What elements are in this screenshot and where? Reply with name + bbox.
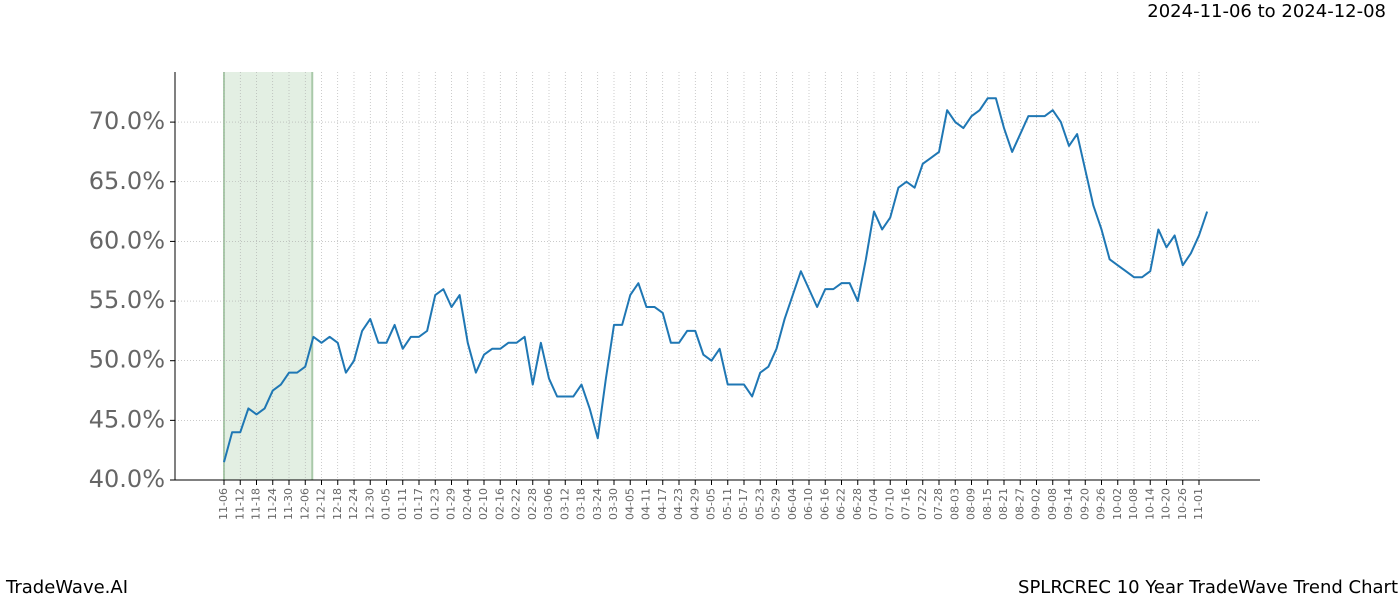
x-tick-label: 07-28 <box>932 488 945 520</box>
x-tick-label: 01-23 <box>428 488 441 520</box>
x-tick-label: 01-05 <box>380 488 393 520</box>
x-tick-label: 02-10 <box>477 488 490 520</box>
x-tick-label: 12-18 <box>331 488 344 520</box>
x-tick-label: 06-28 <box>851 488 864 520</box>
x-tick-label: 08-15 <box>981 488 994 520</box>
x-tick-label: 04-29 <box>688 488 701 520</box>
x-tick-label: 10-02 <box>1111 488 1124 520</box>
x-tick-label: 06-16 <box>818 488 831 520</box>
x-tick-label: 09-20 <box>1078 488 1091 520</box>
x-tick-label: 04-05 <box>623 488 636 520</box>
x-tick-label: 02-04 <box>461 488 474 520</box>
y-tick-label: 60.0% <box>89 226 165 254</box>
x-tick-label: 11-30 <box>282 488 295 520</box>
x-tick-label: 06-22 <box>835 488 848 520</box>
x-tick-label: 10-20 <box>1160 488 1173 520</box>
x-tick-label: 03-24 <box>591 488 604 520</box>
x-tick-label: 12-12 <box>315 488 328 520</box>
x-tick-label: 09-26 <box>1095 488 1108 520</box>
x-tick-label: 11-12 <box>233 488 246 520</box>
x-tick-label: 03-30 <box>607 488 620 520</box>
x-tick-label: 08-09 <box>965 488 978 520</box>
x-tick-label: 11-18 <box>250 488 263 520</box>
footer-left: TradeWave.AI <box>5 577 128 598</box>
x-tick-label: 12-30 <box>363 488 376 520</box>
x-tick-label: 09-08 <box>1046 488 1059 520</box>
x-tick-label: 11-06 <box>217 488 230 520</box>
x-tick-label: 01-11 <box>396 488 409 520</box>
x-tick-label: 03-18 <box>575 488 588 520</box>
x-tick-label: 07-22 <box>916 488 929 520</box>
y-tick-label: 50.0% <box>89 346 165 374</box>
x-tick-label: 10-14 <box>1143 488 1156 520</box>
y-tick-label: 40.0% <box>89 465 165 493</box>
x-tick-label: 04-11 <box>640 488 653 520</box>
x-tick-label: 05-11 <box>721 488 734 520</box>
x-tick-label: 08-21 <box>997 488 1010 520</box>
x-tick-label: 05-05 <box>705 488 718 520</box>
x-tick-label: 09-14 <box>1062 488 1075 520</box>
x-tick-label: 08-27 <box>1013 488 1026 520</box>
x-tick-label: 03-06 <box>542 488 555 520</box>
x-tick-label: 02-22 <box>510 488 523 520</box>
x-tick-label: 03-12 <box>558 488 571 520</box>
x-tick-label: 07-10 <box>883 488 896 520</box>
x-tick-label: 05-23 <box>753 488 766 520</box>
x-tick-label: 05-29 <box>770 488 783 520</box>
x-tick-label: 05-17 <box>737 488 750 520</box>
x-tick-label: 10-26 <box>1176 488 1189 520</box>
x-tick-label: 07-16 <box>900 488 913 520</box>
x-tick-label: 10-08 <box>1127 488 1140 520</box>
y-tick-label: 70.0% <box>89 107 165 135</box>
data-line <box>223 97 1209 463</box>
x-tick-label: 07-04 <box>867 488 880 520</box>
x-tick-label: 01-17 <box>412 488 425 520</box>
x-tick-label: 02-28 <box>526 488 539 520</box>
x-tick-label: 11-01 <box>1192 488 1205 520</box>
date-range: 2024-11-06 to 2024-12-08 <box>1147 1 1386 22</box>
x-tick-label: 06-04 <box>786 488 799 520</box>
x-tick-label: 08-03 <box>948 488 961 520</box>
y-tick-label: 45.0% <box>89 405 165 433</box>
y-tick-label: 55.0% <box>89 286 165 314</box>
x-tick-label: 09-02 <box>1030 488 1043 520</box>
x-tick-label: 12-24 <box>347 488 360 520</box>
x-tick-label: 02-16 <box>493 488 506 520</box>
x-tick-label: 06-10 <box>802 488 815 520</box>
y-tick-label: 65.0% <box>89 167 165 195</box>
x-tick-label: 11-24 <box>266 488 279 520</box>
footer-right: SPLRCREC 10 Year TradeWave Trend Chart <box>1018 577 1398 598</box>
x-tick-label: 01-29 <box>445 488 458 520</box>
x-tick-label: 04-17 <box>656 488 669 520</box>
highlight-region <box>224 72 313 480</box>
x-tick-label: 04-23 <box>672 488 685 520</box>
x-tick-label: 12-06 <box>298 488 311 520</box>
